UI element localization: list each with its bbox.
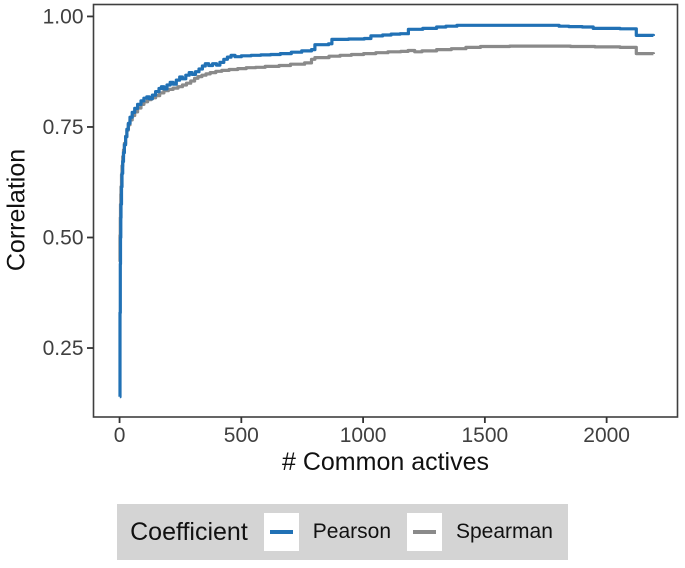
x-tick-label: 1500 bbox=[462, 424, 509, 447]
x-tick-label: 2000 bbox=[583, 424, 630, 447]
y-tick-label: 0.50 bbox=[43, 226, 84, 249]
y-tick-label: 1.00 bbox=[43, 5, 84, 28]
pearson-line bbox=[118, 23, 655, 399]
pearson-key-line-icon bbox=[269, 530, 293, 534]
legend-title: Coefficient bbox=[130, 517, 248, 546]
legend: Coefficient Pearson Spearman bbox=[0, 504, 685, 560]
legend-box: Coefficient Pearson Spearman bbox=[117, 504, 568, 560]
legend-key-pearson bbox=[263, 513, 299, 551]
x-axis-title: # Common actives bbox=[281, 448, 490, 476]
spearman-line bbox=[118, 44, 655, 264]
legend-label-pearson: Pearson bbox=[312, 520, 391, 543]
y-tick-label: 0.75 bbox=[43, 116, 84, 139]
legend-items: Pearson Spearman bbox=[263, 513, 555, 551]
y-axis-title: Correlation bbox=[2, 148, 31, 272]
legend-item-spearman: Spearman bbox=[407, 513, 555, 551]
legend-key-spearman bbox=[407, 513, 442, 551]
legend-item-pearson: Pearson bbox=[263, 513, 407, 551]
legend-label-spearman: Spearman bbox=[456, 520, 553, 543]
spearman-key-line-icon bbox=[413, 530, 436, 534]
y-tick-label: 0.25 bbox=[43, 337, 84, 360]
panel-border bbox=[92, 3, 679, 418]
x-tick-label: 0 bbox=[114, 424, 126, 447]
x-tick-label: 1000 bbox=[340, 424, 387, 447]
x-tick-label: 500 bbox=[224, 424, 259, 447]
